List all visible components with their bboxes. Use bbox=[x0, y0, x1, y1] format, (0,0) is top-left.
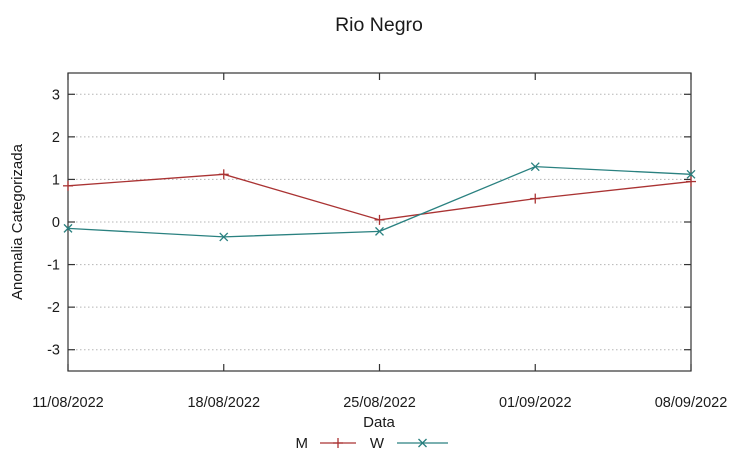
x-tick-label: 11/08/2022 bbox=[32, 395, 104, 411]
x-tick-label: 01/09/2022 bbox=[499, 395, 572, 411]
series-marker-W bbox=[375, 226, 384, 236]
chart-title: Rio Negro bbox=[335, 14, 423, 36]
x-tick-label: 25/08/2022 bbox=[343, 395, 416, 411]
marker-stroke bbox=[63, 223, 73, 233]
y-tick-label: -3 bbox=[47, 343, 60, 359]
legend-marker-M bbox=[333, 438, 343, 448]
series-marker-W bbox=[530, 162, 540, 172]
x-tick-labels: 11/08/2022 18/08/2022 25/08/2022 01/09/2022… bbox=[32, 395, 727, 411]
marker-stroke bbox=[418, 438, 427, 448]
series-line-W bbox=[67, 166, 692, 238]
legend-label-M: M bbox=[296, 435, 309, 452]
y-tick-label: -1 bbox=[47, 258, 60, 274]
legend-label-W: W bbox=[370, 435, 385, 452]
series-line-M bbox=[67, 173, 692, 221]
y-tick-label: 3 bbox=[52, 87, 60, 103]
series-marker-W bbox=[63, 223, 73, 233]
x-axis-label: Data bbox=[363, 414, 395, 431]
y-tick-label: -2 bbox=[47, 300, 60, 316]
data-series bbox=[63, 162, 696, 242]
series-marker-M bbox=[63, 180, 73, 191]
series-marker-M bbox=[530, 193, 541, 204]
series-marker-M bbox=[686, 176, 696, 187]
legend-marker-W bbox=[418, 438, 427, 448]
axis-ticks bbox=[67, 73, 692, 371]
x-tick-label: 08/09/2022 bbox=[655, 395, 728, 411]
y-tick-labels: 3 2 1 0 -1 -2 -3 bbox=[47, 87, 60, 358]
series-marker-W bbox=[686, 169, 696, 179]
marker-stroke bbox=[219, 232, 229, 242]
series-marker-W bbox=[219, 232, 229, 242]
x-tick-label: 18/08/2022 bbox=[187, 395, 260, 411]
y-tick-label: 2 bbox=[52, 130, 60, 146]
y-tick-label: 1 bbox=[52, 172, 60, 188]
y-tick-label: 0 bbox=[52, 215, 60, 231]
y-axis-label: Anomalia Categorizada bbox=[9, 143, 26, 300]
marker-stroke bbox=[686, 169, 696, 179]
series-marker-M bbox=[374, 214, 385, 225]
series-marker-M bbox=[218, 169, 229, 180]
marker-stroke bbox=[375, 226, 384, 236]
marker-stroke bbox=[530, 162, 540, 172]
